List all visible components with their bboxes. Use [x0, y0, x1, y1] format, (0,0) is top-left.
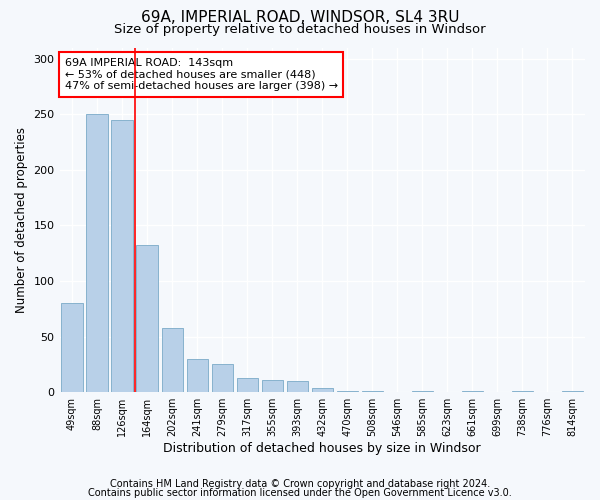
Text: Contains public sector information licensed under the Open Government Licence v3: Contains public sector information licen… — [88, 488, 512, 498]
Bar — [412, 391, 433, 392]
Bar — [212, 364, 233, 392]
Bar — [462, 391, 483, 392]
Bar — [512, 391, 533, 392]
Bar — [86, 114, 108, 392]
Bar — [161, 328, 183, 392]
Bar — [287, 381, 308, 392]
Bar — [337, 391, 358, 392]
Bar — [61, 304, 83, 392]
Text: Size of property relative to detached houses in Windsor: Size of property relative to detached ho… — [114, 22, 486, 36]
Text: 69A IMPERIAL ROAD:  143sqm
← 53% of detached houses are smaller (448)
47% of sem: 69A IMPERIAL ROAD: 143sqm ← 53% of detac… — [65, 58, 338, 91]
Bar — [562, 391, 583, 392]
Text: 69A, IMPERIAL ROAD, WINDSOR, SL4 3RU: 69A, IMPERIAL ROAD, WINDSOR, SL4 3RU — [141, 10, 459, 25]
Bar — [236, 378, 258, 392]
Bar — [262, 380, 283, 392]
X-axis label: Distribution of detached houses by size in Windsor: Distribution of detached houses by size … — [163, 442, 481, 455]
Bar — [311, 388, 333, 392]
Bar — [112, 120, 133, 392]
Bar — [362, 391, 383, 392]
Text: Contains HM Land Registry data © Crown copyright and database right 2024.: Contains HM Land Registry data © Crown c… — [110, 479, 490, 489]
Y-axis label: Number of detached properties: Number of detached properties — [15, 127, 28, 313]
Bar — [136, 246, 158, 392]
Bar — [187, 359, 208, 392]
